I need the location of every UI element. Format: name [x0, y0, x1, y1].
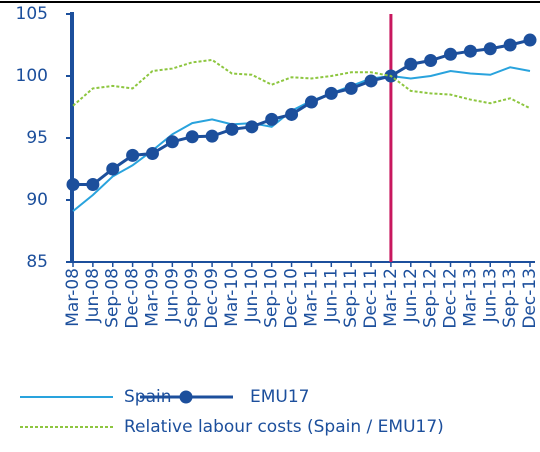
x-tick-label: Jun-13	[480, 268, 500, 323]
series-marker	[145, 147, 159, 160]
x-tick-label: Sep-08	[103, 268, 123, 328]
x-tick-label: Sep-09	[182, 268, 202, 328]
y-tick-label: 85	[26, 252, 48, 272]
series-marker	[304, 95, 318, 109]
series-marker	[404, 57, 418, 71]
x-tick-label: Dec-12	[441, 268, 461, 329]
series-line	[72, 66, 531, 212]
series-marker	[344, 81, 358, 95]
x-tick-label: Mar-10	[222, 268, 242, 327]
x-tick-label: Mar-11	[301, 268, 321, 327]
series-marker	[205, 129, 219, 143]
x-tick-label: Sep-10	[262, 268, 282, 328]
y-tick-label: 105	[16, 4, 48, 24]
legend-marker	[179, 390, 193, 404]
series-marker	[86, 178, 100, 191]
x-tick-label: Dec-10	[282, 268, 302, 329]
x-tick-label: Jun-11	[321, 268, 341, 323]
series-marker	[463, 44, 477, 58]
series-marker	[245, 120, 259, 134]
x-tick-label: Mar-08	[63, 268, 83, 327]
x-tick-label: Sep-11	[341, 268, 361, 328]
series-marker	[324, 86, 338, 100]
series-marker	[185, 130, 199, 144]
x-tick-label: Jun-10	[242, 268, 262, 323]
x-tick-label: Jun-09	[162, 268, 182, 323]
x-tick-label: Mar-12	[381, 268, 401, 327]
x-tick-label: Dec-11	[361, 268, 381, 329]
y-tick-label: 90	[26, 190, 48, 210]
legend-label: Relative labour costs (Spain / EMU17)	[124, 417, 444, 437]
x-tick-label: Mar-09	[142, 268, 162, 327]
series-line	[73, 38, 531, 186]
series-marker	[106, 162, 120, 176]
x-tick-label: Sep-12	[421, 268, 441, 328]
x-tick-label: Dec-08	[123, 268, 143, 329]
x-tick-label: Dec-13	[520, 268, 540, 329]
x-tick-label: Jun-08	[83, 268, 103, 323]
x-tick-label: Mar-13	[460, 268, 480, 327]
x-tick-label: Jun-12	[401, 268, 421, 323]
x-tick-label: Dec-09	[202, 268, 222, 329]
series-marker	[265, 112, 279, 126]
y-tick-label: 100	[16, 66, 48, 86]
series-marker	[126, 148, 140, 162]
series-marker	[424, 54, 438, 67]
y-tick-label: 95	[26, 128, 48, 148]
series-marker	[165, 135, 179, 149]
series-marker	[503, 38, 517, 52]
series-marker	[364, 74, 378, 88]
series-marker	[483, 42, 497, 56]
x-tick-label: Sep-13	[500, 268, 520, 328]
series-marker	[285, 107, 299, 121]
series-marker	[444, 47, 458, 61]
series-line	[72, 58, 531, 110]
series-marker	[523, 33, 537, 47]
series-marker	[66, 178, 80, 191]
legend-label: EMU17	[250, 387, 309, 407]
series-marker	[225, 122, 239, 136]
